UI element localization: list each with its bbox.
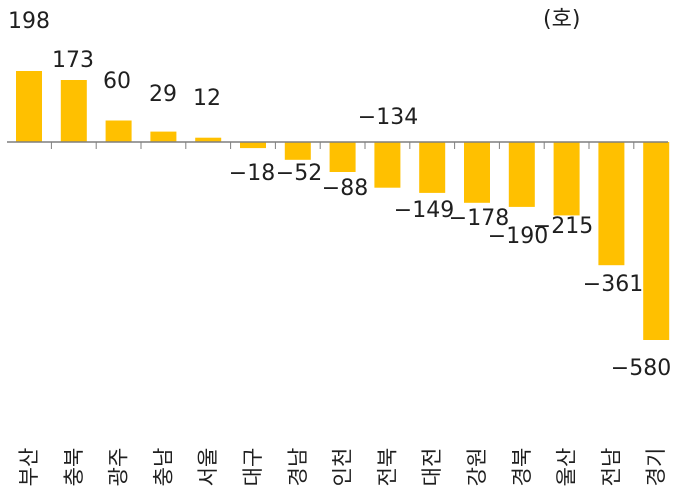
category-label-3: 광주 bbox=[107, 448, 131, 487]
bar-9 bbox=[374, 142, 401, 188]
category-label-6: 대구 bbox=[241, 448, 265, 487]
value-label-5: 12 bbox=[193, 86, 221, 111]
value-label-3: 60 bbox=[103, 69, 131, 94]
bar-11 bbox=[464, 142, 490, 203]
value-label-8: −88 bbox=[322, 176, 368, 201]
category-label-4: 충남 bbox=[151, 448, 175, 487]
category-label-15: 경기 bbox=[644, 448, 668, 487]
unit-label: (호) bbox=[543, 7, 580, 32]
category-label-14: 전남 bbox=[599, 448, 623, 487]
axis-group bbox=[7, 141, 668, 149]
bar-8 bbox=[329, 142, 356, 172]
value-label-15: −580 bbox=[611, 356, 671, 381]
category-label-8: 인천 bbox=[331, 448, 355, 487]
bar-13 bbox=[553, 142, 580, 216]
value-label-13: −215 bbox=[533, 214, 593, 239]
category-labels-group: 부산 충북 광주 충남 서울 대구 경남 인천 전북 대전 강원 경북 울산 전남 경기 bbox=[17, 448, 668, 487]
value-label-4: 29 bbox=[149, 82, 177, 107]
category-label-7: 경남 bbox=[286, 448, 310, 487]
bar-4 bbox=[150, 131, 177, 142]
category-label-12: 경북 bbox=[510, 448, 534, 487]
category-label-5: 서울 bbox=[196, 448, 220, 487]
bar-12 bbox=[508, 142, 535, 207]
category-label-9: 전북 bbox=[375, 448, 399, 487]
bar-1 bbox=[16, 71, 42, 142]
category-label-1: 부산 bbox=[17, 448, 41, 487]
bar-3 bbox=[105, 120, 132, 142]
value-label-2: 173 bbox=[52, 48, 94, 73]
bars-group bbox=[16, 71, 670, 340]
bar-2 bbox=[60, 80, 87, 142]
bar-15 bbox=[643, 142, 670, 340]
category-label-10: 대전 bbox=[420, 448, 444, 487]
value-label-9: −134 bbox=[358, 105, 418, 130]
value-label-11: −178 bbox=[449, 206, 509, 231]
bar-5 bbox=[195, 137, 222, 142]
value-label-14: −361 bbox=[583, 272, 643, 297]
value-label-12: −190 bbox=[488, 224, 548, 249]
value-label-10: −149 bbox=[394, 198, 454, 223]
bar-10 bbox=[419, 142, 446, 193]
bar-6 bbox=[240, 142, 266, 149]
category-label-11: 강원 bbox=[465, 448, 489, 487]
bar-7 bbox=[284, 142, 311, 160]
value-label-1: 198 bbox=[8, 9, 50, 34]
value-label-7: −52 bbox=[276, 161, 322, 186]
bar-14 bbox=[598, 142, 625, 266]
value-label-6: −18 bbox=[229, 161, 275, 186]
category-label-13: 울산 bbox=[555, 448, 579, 487]
category-label-2: 충북 bbox=[62, 448, 86, 487]
